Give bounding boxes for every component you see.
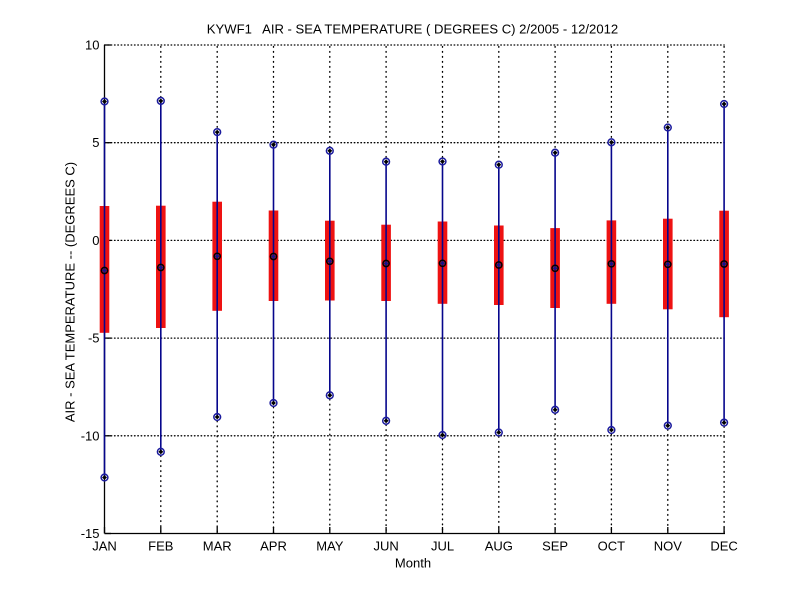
svg-text:5: 5 xyxy=(92,135,99,150)
svg-text:FEB: FEB xyxy=(148,538,173,553)
svg-text:MAY: MAY xyxy=(316,538,344,553)
svg-text:0: 0 xyxy=(92,233,99,248)
svg-text:JUN: JUN xyxy=(373,538,398,553)
svg-text:MAR: MAR xyxy=(203,538,232,553)
svg-text:KYWF1 AIR - SEA TEMPERATURE: KYWF1 AIR - SEA TEMPERATURE ( DEGREES C)… xyxy=(207,21,618,36)
svg-text:APR: APR xyxy=(260,538,287,553)
svg-text:AIR - SEA TEMPERATURE -- (DEGR: AIR - SEA TEMPERATURE -- (DEGREES C) xyxy=(63,162,78,422)
svg-text:-10: -10 xyxy=(81,428,100,443)
svg-text:-5: -5 xyxy=(88,331,100,346)
svg-text:JUL: JUL xyxy=(431,538,454,553)
svg-text:10: 10 xyxy=(85,38,99,53)
svg-text:AUG: AUG xyxy=(485,538,513,553)
svg-text:JAN: JAN xyxy=(92,538,117,553)
svg-text:Month: Month xyxy=(395,556,431,571)
svg-text:NOV: NOV xyxy=(654,538,683,553)
svg-text:-15: -15 xyxy=(81,526,100,541)
svg-text:DEC: DEC xyxy=(710,538,737,553)
svg-text:OCT: OCT xyxy=(598,538,626,553)
svg-text:SEP: SEP xyxy=(542,538,568,553)
